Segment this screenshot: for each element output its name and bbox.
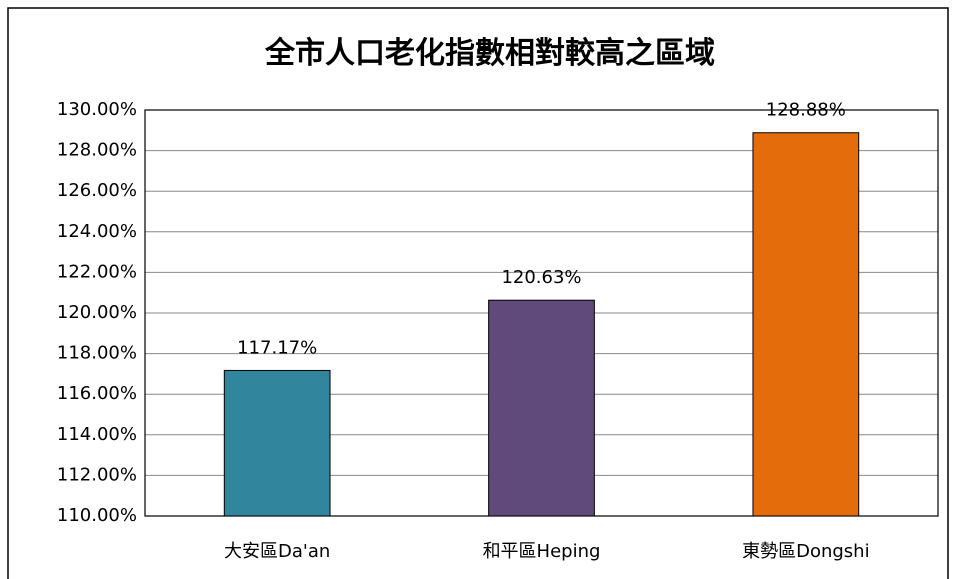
bar xyxy=(488,299,595,517)
y-tick-label: 110.00% xyxy=(57,505,137,526)
y-tick-label: 116.00% xyxy=(57,383,137,404)
y-tick-label: 126.00% xyxy=(57,180,137,201)
y-tick-label: 114.00% xyxy=(57,424,137,445)
y-tick-label: 124.00% xyxy=(57,221,137,242)
bar xyxy=(223,369,331,517)
data-label: 120.63% xyxy=(501,267,581,288)
y-tick-label: 122.00% xyxy=(57,261,137,282)
y-tick-label: 120.00% xyxy=(57,302,137,323)
chart-title: 全市人口老化指數相對較高之區域 xyxy=(264,36,715,71)
y-tick-label: 112.00% xyxy=(57,464,137,485)
y-tick-label: 128.00% xyxy=(57,140,137,161)
data-label: 128.88% xyxy=(766,100,846,121)
y-tick-label: 118.00% xyxy=(57,343,137,364)
data-label: 117.17% xyxy=(237,337,317,358)
bar xyxy=(752,132,860,517)
x-tick-label: 東勢區Dongshi xyxy=(742,541,870,562)
x-tick-label: 和平區Heping xyxy=(483,541,601,562)
x-tick-label: 大安區Da'an xyxy=(224,541,330,562)
y-tick-label: 130.00% xyxy=(57,99,137,120)
